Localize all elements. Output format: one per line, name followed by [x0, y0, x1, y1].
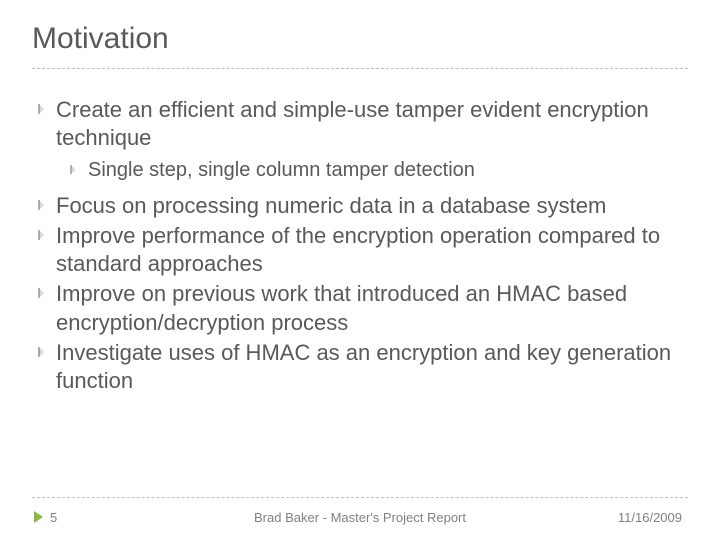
list-item-sub: Single step, single column tamper detect…: [70, 158, 690, 184]
list-item: Investigate uses of HMAC as an encryptio…: [38, 339, 690, 395]
bullet-text: Single step, single column tamper detect…: [88, 158, 690, 184]
footer-divider: [32, 497, 688, 498]
title-divider: [32, 68, 688, 69]
footer: 5 Brad Baker - Master's Project Report 1…: [0, 504, 720, 530]
footer-title: Brad Baker - Master's Project Report: [0, 510, 720, 525]
bullet-icon: [38, 96, 56, 115]
bullet-icon: [38, 192, 56, 211]
bullet-text: Focus on processing numeric data in a da…: [56, 192, 690, 220]
bullet-text: Improve on previous work that introduced…: [56, 280, 690, 336]
bullet-text: Investigate uses of HMAC as an encryptio…: [56, 339, 690, 395]
slide: Motivation Create an efficient and simpl…: [0, 0, 720, 540]
bullet-icon: [38, 280, 56, 299]
footer-date: 11/16/2009: [618, 510, 682, 525]
bullet-text: Create an efficient and simple-use tampe…: [56, 96, 690, 152]
list-item: Improve on previous work that introduced…: [38, 280, 690, 336]
bullet-text: Improve performance of the encryption op…: [56, 222, 690, 278]
page-title: Motivation: [32, 22, 169, 56]
bullet-icon: [70, 158, 88, 175]
bullet-icon: [38, 339, 56, 358]
list-item: Improve performance of the encryption op…: [38, 222, 690, 278]
content-area: Create an efficient and simple-use tampe…: [38, 96, 690, 397]
list-item: Create an efficient and simple-use tampe…: [38, 96, 690, 152]
list-item: Focus on processing numeric data in a da…: [38, 192, 690, 220]
bullet-icon: [38, 222, 56, 241]
